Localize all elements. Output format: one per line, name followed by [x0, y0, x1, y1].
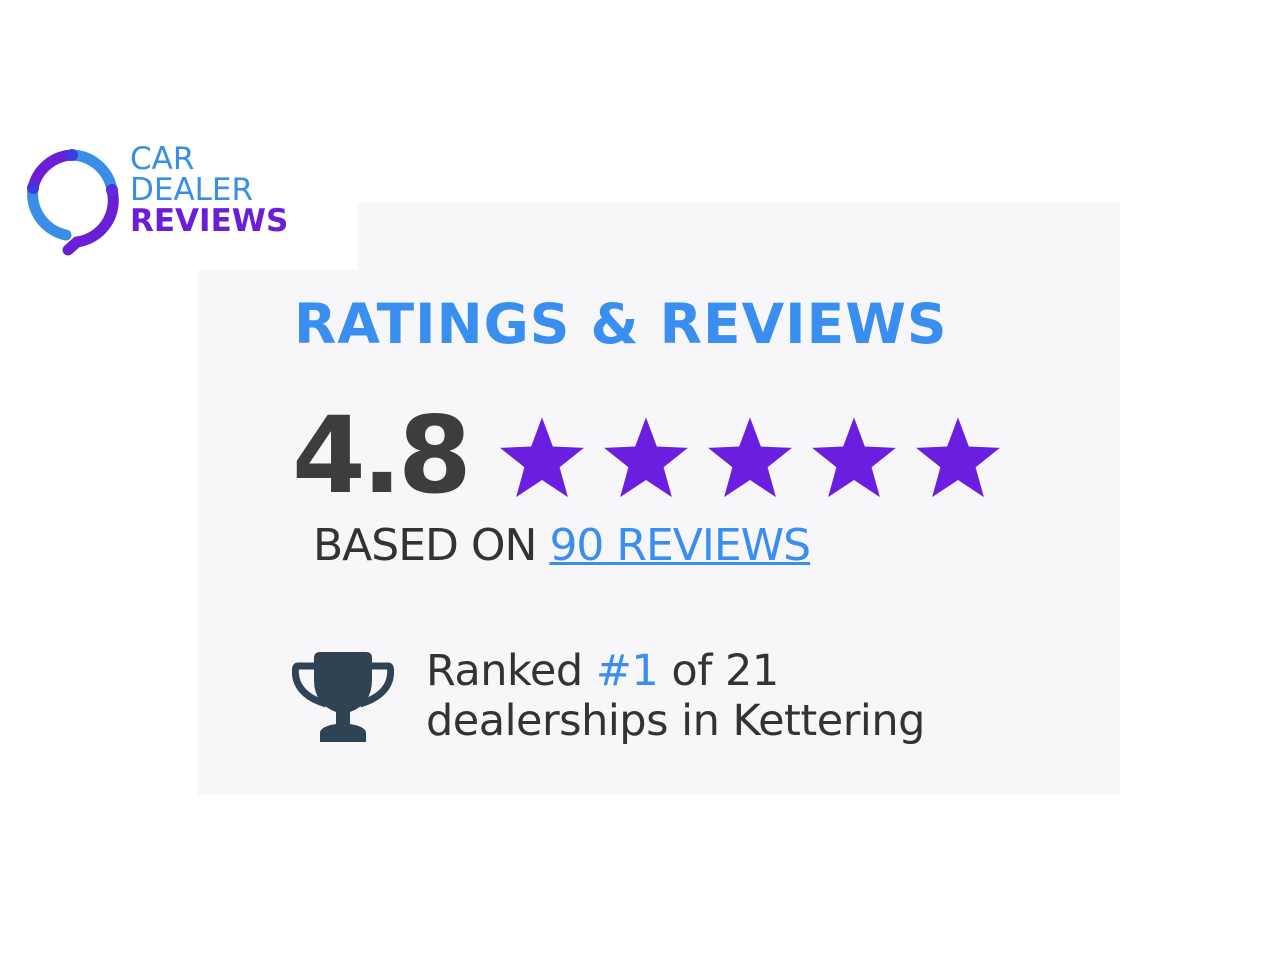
logo-text-dealer: DEALER	[130, 172, 254, 208]
trophy-icon	[292, 652, 394, 742]
star-icon	[604, 417, 688, 498]
logo-text-reviews: REVIEWS	[130, 203, 289, 239]
widget-title: RATINGS & REVIEWS	[294, 292, 948, 356]
star-icon	[812, 417, 896, 498]
rank-suffix: of 21	[671, 646, 779, 696]
rating-score: 4.8	[292, 394, 472, 517]
widget-background-top	[358, 203, 1120, 283]
rank-prefix: Ranked	[426, 646, 583, 696]
based-on-label: BASED ON	[313, 520, 537, 571]
reviews-link[interactable]: 90 REVIEWS	[549, 520, 811, 571]
star-icon	[500, 417, 584, 498]
star-icon	[916, 417, 1000, 498]
star-rating	[498, 414, 1002, 502]
star-icon	[708, 417, 792, 498]
ranking-text: Ranked #1 of 21 dealerships in Kettering	[426, 646, 925, 746]
logo-ring-icon	[27, 149, 119, 256]
based-on-text: BASED ON 90 REVIEWS	[313, 520, 811, 571]
rank-position: #1	[595, 646, 659, 696]
car-dealer-reviews-logo: CAR DEALER REVIEWS	[22, 140, 342, 260]
logo-text-car: CAR	[130, 141, 195, 177]
rank-location: dealerships in Kettering	[426, 696, 925, 746]
